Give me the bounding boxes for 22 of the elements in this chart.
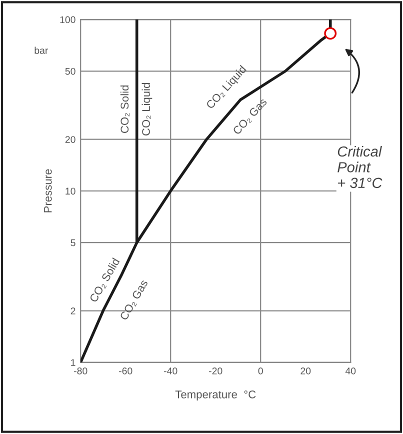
y-tick-label: 5	[70, 239, 76, 246]
y-tick-label: 10	[66, 188, 76, 195]
y-tick-label: 1	[71, 359, 76, 366]
annotation: Critical Point + 31°C	[338, 146, 382, 188]
x-tick-label: 20	[300, 368, 311, 374]
x-tick-label: -20	[209, 368, 222, 374]
x-tick-label: -80	[74, 368, 88, 374]
annotation: CO₂ Gas	[232, 98, 268, 136]
x-tick-label: 0	[258, 368, 263, 374]
x-tick-label: -40	[164, 368, 178, 374]
x-tick-label: 40	[345, 368, 356, 374]
annotation: CO₂ Gas	[120, 279, 149, 322]
x-axis-title: Temperature °C	[175, 390, 256, 401]
x-tick-label: -60	[119, 368, 132, 374]
y-tick-label: 50	[65, 68, 76, 75]
y-tick-label: 2	[70, 308, 76, 314]
y-tick-label: 20	[65, 136, 76, 143]
y-axis-title: Pressure	[44, 169, 52, 212]
annotation: CO₂ Liquid	[142, 83, 152, 136]
y-tick-label: 100	[60, 16, 76, 24]
annotation: CO₂ Solid	[120, 85, 130, 133]
text: bar	[34, 46, 48, 54]
